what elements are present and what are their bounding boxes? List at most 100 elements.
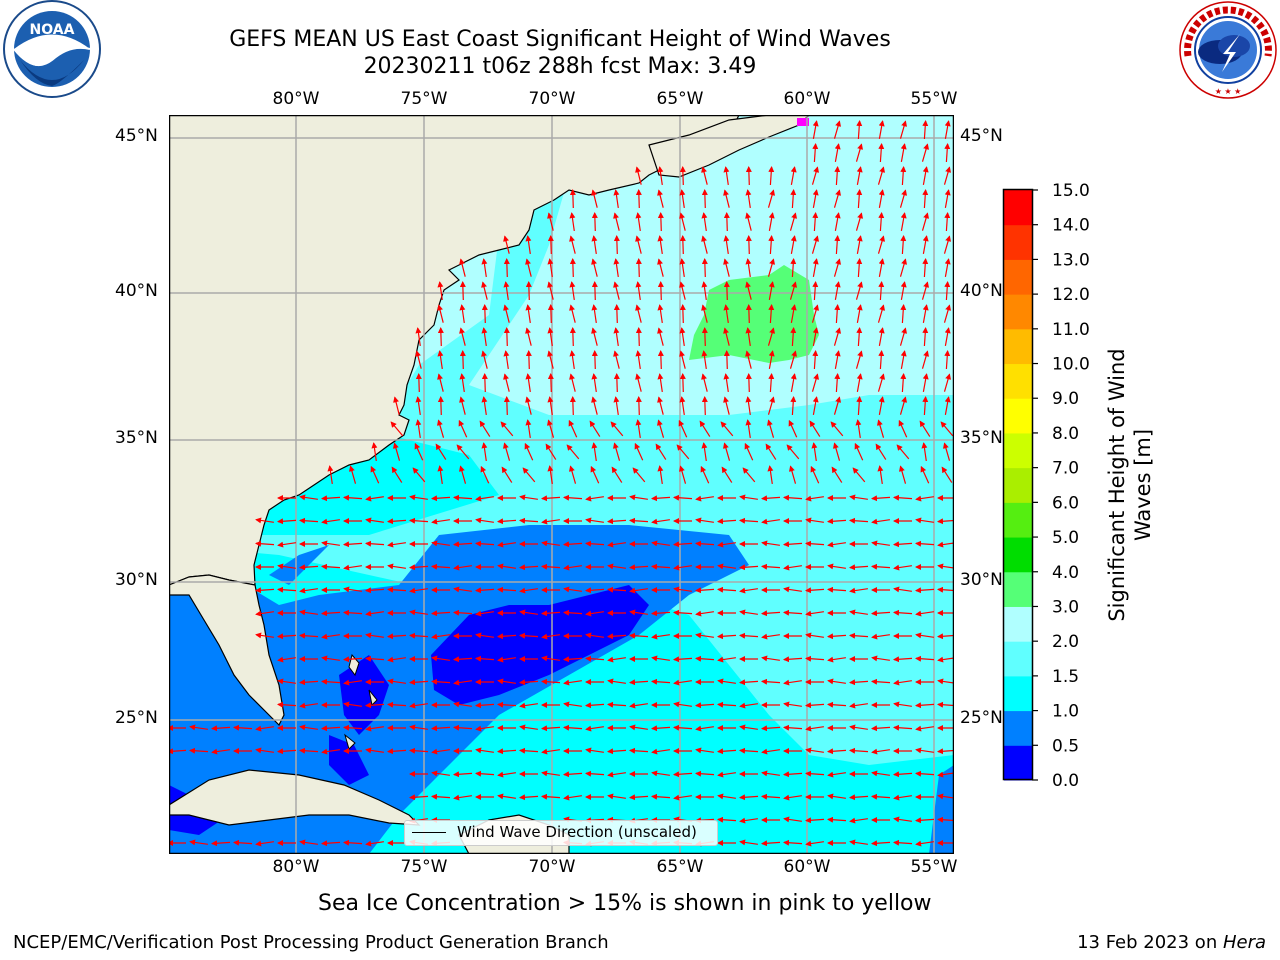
lon-label-bottom: 55°W [910,857,958,877]
wave-direction-arrow [915,702,935,709]
wave-direction-arrow [761,495,781,502]
wave-direction-arrow [717,518,737,525]
wave-direction-arrow [651,678,671,685]
wave-direction-arrow [343,564,362,571]
wave-direction-arrow [409,564,429,571]
wave-direction-arrow [393,396,400,415]
wave-direction-arrow [610,421,624,437]
wave-direction-arrow [679,327,686,346]
wave-direction-arrow [299,494,318,501]
wave-direction-arrow [453,564,472,571]
wave-direction-arrow [900,166,907,186]
wave-direction-arrow [944,327,951,347]
wave-direction-arrow [915,517,934,524]
wave-direction-arrow [480,465,490,484]
wave-direction-arrow [744,442,754,461]
colorbar-tick-label: 7.0 [1052,459,1079,479]
wave-direction-arrow [415,350,422,369]
colorbar-tick-label: 6.0 [1052,493,1079,513]
wave-direction-arrow [893,494,913,501]
wave-direction-arrow [723,281,730,301]
wave-direction-arrow [475,540,495,547]
wave-direction-arrow [519,517,539,524]
wave-direction-arrow [569,327,576,347]
wave-direction-arrow [502,442,511,461]
wave-direction-arrow [900,304,907,324]
wave-direction-arrow [812,120,819,140]
wave-direction-arrow [500,421,514,437]
wave-direction-arrow [739,702,758,709]
wave-direction-arrow [632,467,646,483]
wave-direction-arrow [524,442,534,461]
wave-direction-arrow [563,656,583,663]
wave-direction-arrow [827,748,847,755]
wave-direction-arrow [299,839,318,846]
wave-direction-arrow [805,517,824,524]
wave-direction-arrow [211,725,231,732]
wave-direction-arrow [827,793,846,800]
wave-direction-arrow [387,586,407,593]
lat-label-left: 35°N [115,428,158,448]
wave-direction-arrow [657,281,664,301]
wave-direction-arrow [390,421,404,437]
lon-label-bottom: 60°W [783,857,831,877]
wave-direction-arrow [563,564,582,571]
wave-direction-arrow [431,540,450,547]
wave-direction-arrow [651,655,670,662]
wave-direction-arrow [497,541,516,548]
wave-direction-arrow [812,327,819,347]
wave-direction-arrow [321,563,341,570]
wave-direction-arrow [827,633,847,640]
wave-direction-arrow [827,701,847,708]
wave-direction-arrow [922,235,929,255]
wave-direction-arrow [635,396,642,416]
wave-direction-arrow [519,587,538,594]
wave-direction-arrow [915,495,934,502]
wave-direction-arrow [475,725,494,732]
wave-direction-arrow [768,373,775,393]
wave-direction-arrow [481,304,488,324]
wave-direction-arrow [695,770,715,777]
wave-direction-arrow [922,120,929,140]
wave-direction-arrow [541,540,560,547]
noaa-logo: NOAA [3,0,101,98]
wave-direction-arrow [915,587,935,594]
wave-direction-arrow [695,655,715,662]
footer-date-text: 13 Feb 2023 on [1077,932,1223,953]
wave-direction-arrow [915,655,935,662]
wave-direction-arrow [651,725,671,732]
lon-label-top: 80°W [272,89,320,109]
wave-direction-arrow [831,466,843,483]
wave-direction-arrow [655,443,667,460]
wave-direction-arrow [613,350,620,369]
wave-direction-arrow [854,442,864,461]
wave-direction-arrow [788,465,797,484]
wave-direction-arrow [893,701,912,708]
wave-direction-arrow [387,518,407,525]
wave-direction-arrow [569,304,576,323]
wave-direction-arrow [613,189,620,208]
wave-direction-arrow [921,442,928,461]
wave-direction-arrow [852,467,866,483]
wave-direction-arrow [878,189,885,209]
wave-direction-arrow [657,212,664,232]
wave-direction-arrow [739,517,759,524]
wave-direction-arrow [805,817,825,824]
wave-direction-arrow [922,373,929,393]
wave-direction-arrow [453,701,472,708]
wave-direction-arrow [321,540,340,547]
wave-direction-arrow [547,465,554,484]
wave-direction-arrow [739,609,758,616]
wave-direction-arrow [453,609,473,616]
wave-direction-arrow [789,350,798,369]
wave-direction-arrow [453,586,472,593]
wave-direction-arrow [635,235,642,254]
colorbar-swatch [1004,502,1032,538]
wave-direction-arrow [475,702,495,709]
wave-direction-arrow [915,725,934,732]
wave-direction-arrow [739,564,759,571]
wave-direction-arrow [834,235,841,255]
wave-direction-arrow [805,632,824,639]
wave-direction-arrow [629,564,649,571]
wave-direction-arrow [365,495,384,502]
